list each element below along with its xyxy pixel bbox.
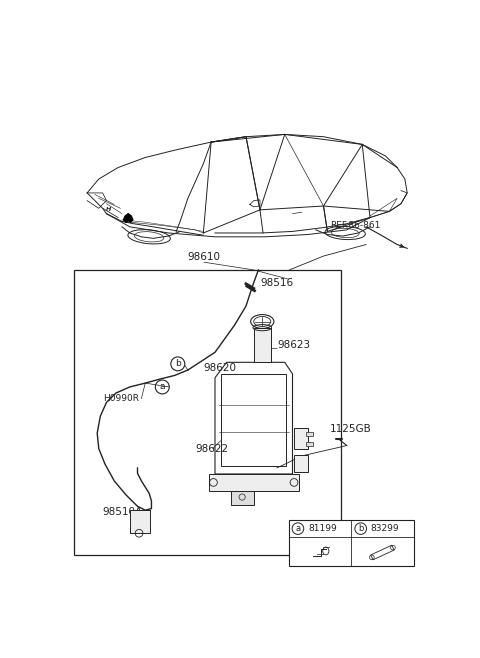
Text: 81199: 81199	[308, 524, 337, 533]
Text: b: b	[175, 359, 180, 368]
Bar	[130, 510, 150, 533]
Text: 98516: 98516	[260, 278, 293, 288]
Bar	[306, 442, 312, 446]
Polygon shape	[123, 214, 133, 222]
Bar	[254, 328, 271, 363]
Bar	[306, 432, 312, 436]
Bar	[230, 491, 254, 505]
Text: 98620: 98620	[204, 363, 236, 372]
Bar	[288, 520, 414, 567]
Text: 98622: 98622	[196, 443, 229, 453]
Text: 98610: 98610	[187, 252, 220, 263]
Text: a: a	[295, 524, 300, 533]
Bar	[294, 428, 308, 449]
Bar	[294, 455, 308, 472]
Text: a: a	[159, 382, 165, 392]
Text: b: b	[358, 524, 363, 533]
Text: H: H	[106, 207, 111, 213]
Text: REF.86-861: REF.86-861	[330, 221, 380, 230]
Bar	[74, 270, 341, 555]
Text: H0990R: H0990R	[103, 394, 139, 403]
Text: 98510A: 98510A	[103, 507, 143, 517]
Bar	[209, 474, 299, 491]
Text: 1125GB: 1125GB	[330, 424, 372, 434]
Text: 83299: 83299	[371, 524, 399, 533]
Bar	[221, 374, 286, 467]
Text: 98623: 98623	[277, 340, 310, 349]
